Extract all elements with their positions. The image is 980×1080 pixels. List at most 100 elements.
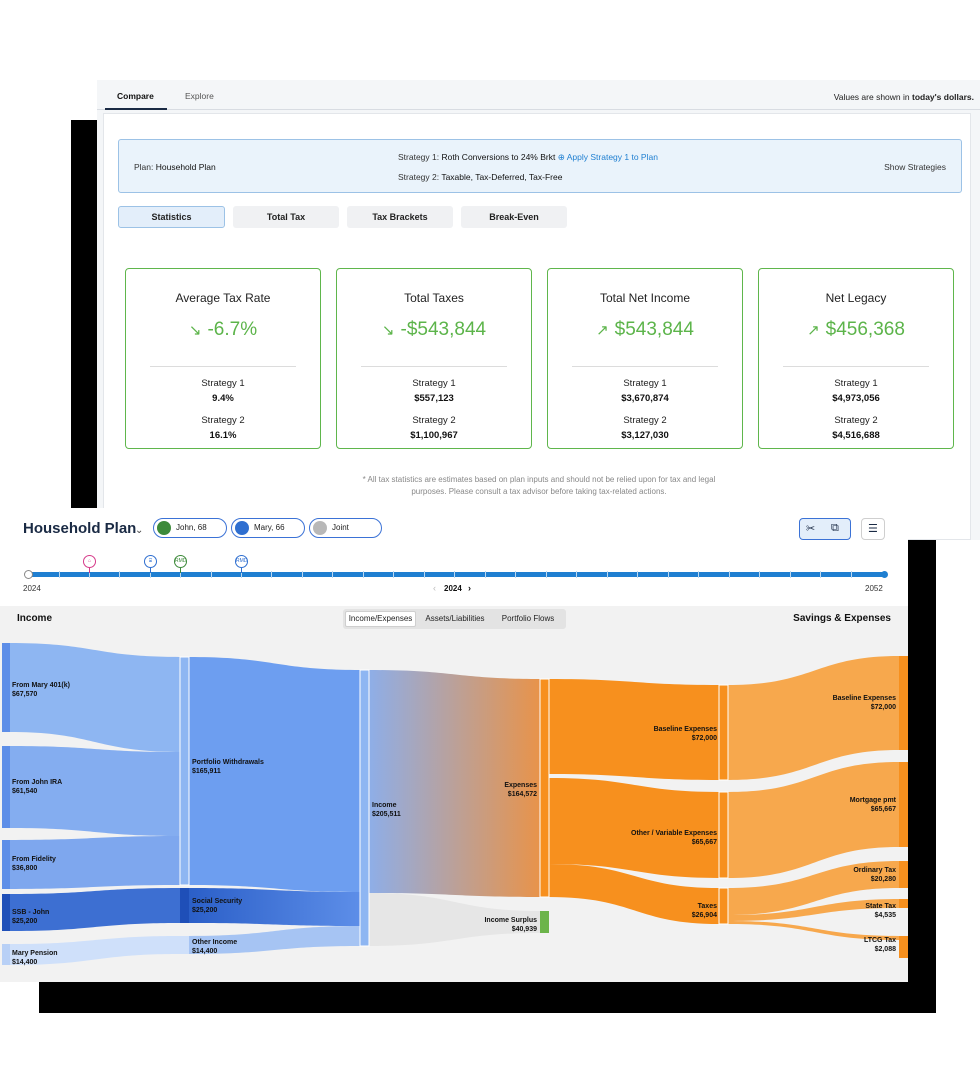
next-year-icon[interactable]: › xyxy=(468,583,471,593)
node-mid-taxes[interactable] xyxy=(718,887,729,925)
label-name: Social Security xyxy=(192,898,243,905)
apply-strategy-link[interactable]: ⊕ Apply Strategy 1 to Plan xyxy=(558,152,658,162)
label-value: $26,904 xyxy=(691,911,717,919)
home-event-icon[interactable]: ⌂ xyxy=(83,555,96,568)
node-mid-baseline[interactable] xyxy=(718,684,729,781)
household-plan-title[interactable]: Household Plan xyxy=(23,520,137,537)
label-value: $2,088 xyxy=(874,945,896,953)
sankey-view-icon[interactable]: ✂ xyxy=(806,523,816,535)
cashflow-panel: Household Plan ⌄ John, 68 Mary, 66 Joint… xyxy=(0,508,908,982)
timeline-start-handle[interactable] xyxy=(24,570,33,579)
node-ssb[interactable] xyxy=(2,894,10,931)
timeline-end-handle[interactable] xyxy=(881,571,888,578)
tab-explore[interactable]: Explore xyxy=(185,91,214,101)
event-stem xyxy=(89,568,90,573)
node-mid-variable[interactable] xyxy=(718,791,729,879)
node-expenses[interactable] xyxy=(539,678,550,898)
label-value: $67,570 xyxy=(12,690,38,698)
timeline: ⌂ ⌸ RMD RMD 2024 2052 ‹ 2024 › xyxy=(0,548,908,606)
strategy1-value: $3,670,874 xyxy=(621,393,669,404)
label-name: Mary Pension xyxy=(12,950,58,957)
strategy1-value: $4,973,056 xyxy=(832,393,880,404)
node-right-ltcg[interactable] xyxy=(899,936,908,958)
label-name: Baseline Expenses xyxy=(653,726,717,733)
timeline-tick xyxy=(820,571,821,578)
label-value: $65,667 xyxy=(691,838,717,846)
node-income[interactable] xyxy=(359,669,370,947)
income-header: Income xyxy=(17,613,53,624)
label-value: $20,280 xyxy=(870,875,896,883)
node-john-ira[interactable] xyxy=(2,746,10,828)
rmd-label: RMD xyxy=(236,558,248,564)
card-value: ↗ $543,844 xyxy=(548,319,742,341)
label-right-ltcg: LTCG Tax $2,088 xyxy=(864,937,896,954)
tab-compare[interactable]: Compare xyxy=(117,91,154,101)
timeline-tick xyxy=(851,571,852,578)
label-name: From Mary 401(k) xyxy=(12,682,70,689)
view-portfolio-flows[interactable]: Portfolio Flows xyxy=(501,614,555,623)
timeline-tick xyxy=(393,571,394,578)
node-right-baseline[interactable] xyxy=(899,656,908,750)
node-surplus[interactable] xyxy=(540,911,549,933)
label-income: Income $205,511 xyxy=(372,802,401,819)
view-income-expenses[interactable]: Income/Expenses xyxy=(345,611,416,627)
view-assets-liabilities[interactable]: Assets/Liabilities xyxy=(425,614,485,623)
strategy2-label: Strategy 2: xyxy=(398,172,440,182)
label-value: $14,400 xyxy=(192,947,218,955)
view-toggle[interactable]: ✂ ⧉ xyxy=(799,518,851,540)
apply-strategy-label: Apply Strategy 1 to Plan xyxy=(566,152,658,162)
label-value: $165,911 xyxy=(192,767,221,775)
subtab-total-tax[interactable]: Total Tax xyxy=(233,206,339,228)
settings-button[interactable]: ☰ xyxy=(861,518,885,540)
node-right-mortgage[interactable] xyxy=(899,762,908,847)
rmd-event-mary[interactable]: RMD xyxy=(235,555,248,568)
bank-event-icon[interactable]: ⌸ xyxy=(144,555,157,568)
card-title: Total Net Income xyxy=(599,291,691,305)
person-pill-john[interactable]: John, 68 xyxy=(153,518,227,538)
card-value: ↘ -$543,844 xyxy=(337,319,531,341)
timeline-tick xyxy=(332,571,333,578)
subtab-tax-brackets[interactable]: Tax Brackets xyxy=(347,206,453,228)
shadow-block-left xyxy=(71,120,101,515)
node-pension[interactable] xyxy=(2,944,10,965)
top-tab-bar: Compare Explore Values are shown in toda… xyxy=(97,80,980,110)
flow-income-expenses xyxy=(369,670,540,897)
subtab-statistics[interactable]: Statistics xyxy=(118,206,225,228)
node-social-security[interactable] xyxy=(180,888,189,923)
timeline-track[interactable] xyxy=(30,572,885,577)
label-mid-variable: Other / Variable Expenses $65,667 xyxy=(631,830,717,847)
node-fidelity[interactable] xyxy=(2,840,10,889)
show-strategies-link[interactable]: Show Strategies xyxy=(884,162,946,172)
node-withdrawals[interactable] xyxy=(179,656,190,886)
person-pill-mary[interactable]: Mary, 66 xyxy=(231,518,305,538)
timeline-start-year: 2024 xyxy=(23,584,41,593)
label-expenses: Expenses $164,572 xyxy=(504,782,537,799)
tree-view-icon[interactable]: ⧉ xyxy=(831,522,839,534)
timeline-tick xyxy=(790,571,791,578)
label-value: $61,540 xyxy=(12,787,38,795)
node-other-income[interactable] xyxy=(180,936,189,954)
avatar-john xyxy=(157,521,171,535)
flow-ltcg-tax xyxy=(728,921,899,940)
label-name: Income xyxy=(372,802,397,809)
savings-expenses-header: Savings & Expenses xyxy=(793,613,891,624)
strategy2-line: Strategy 2: Taxable, Tax-Deferred, Tax-F… xyxy=(398,172,562,182)
values-note-prefix: Values are shown in xyxy=(833,92,912,102)
label-mary401k: From Mary 401(k) $67,570 xyxy=(12,682,70,699)
strategy2-value: $1,100,967 xyxy=(410,430,458,441)
label-value: $72,000 xyxy=(691,734,717,742)
active-tab-indicator xyxy=(105,108,167,110)
label-mid-taxes: Taxes $26,904 xyxy=(692,903,717,920)
node-right-state[interactable] xyxy=(899,899,908,908)
label-name: Baseline Expenses xyxy=(832,695,896,702)
node-right-ordinary[interactable] xyxy=(899,861,908,888)
plan-label-text: Plan: xyxy=(134,162,154,172)
prev-year-icon[interactable]: ‹ xyxy=(433,583,436,593)
person-pill-joint[interactable]: Joint xyxy=(309,518,382,538)
chevron-down-icon[interactable]: ⌄ xyxy=(135,525,144,536)
rmd-event-john[interactable]: RMD xyxy=(174,555,187,568)
subtab-break-even[interactable]: Break-Even xyxy=(461,206,567,228)
node-mary401k[interactable] xyxy=(2,643,10,732)
label-name: Other Income xyxy=(192,939,238,946)
